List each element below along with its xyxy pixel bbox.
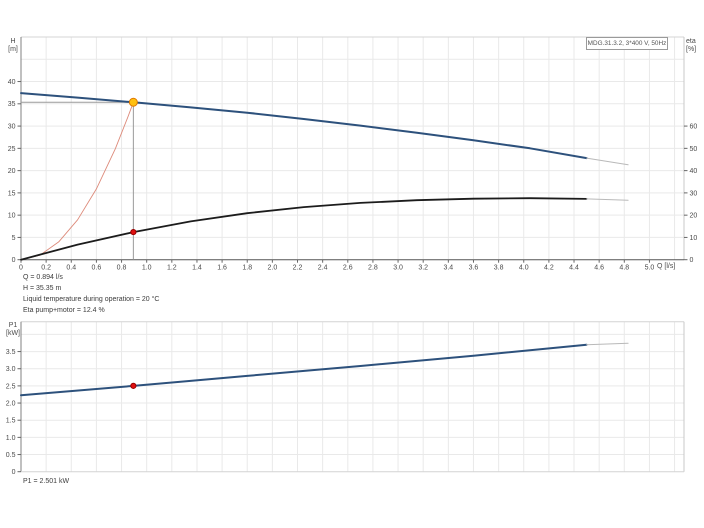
eta-axis-tick-label: 0 xyxy=(690,257,694,264)
x-axis-tick-label: 0 xyxy=(19,265,23,272)
x-axis-tick-label: 2.0 xyxy=(268,265,278,272)
liquid-temperature-annotation: Liquid temperature during operation = 20… xyxy=(23,296,160,303)
y-axis-tick-label: 1.5 xyxy=(6,418,16,425)
x-axis-tick-label: 5.0 xyxy=(645,265,655,272)
x-axis-tick-label: 3.0 xyxy=(393,265,403,272)
eta-axis-label-line1: eta xyxy=(686,38,696,45)
eta-axis-tick-label: 20 xyxy=(690,213,698,220)
y-axis-tick-label: 30 xyxy=(8,123,16,130)
eta-axis-tick-label: 60 xyxy=(690,123,698,130)
x-axis-tick-label: 2.2 xyxy=(293,265,303,272)
pump-curve xyxy=(20,92,588,160)
p1-axis-label-line2: [kW] xyxy=(6,330,20,337)
x-axis-tick-label: 0.2 xyxy=(41,265,51,272)
p1-curve-extension xyxy=(586,342,629,346)
pump-curve-extension xyxy=(586,157,629,166)
x-axis-tick-label: 3.4 xyxy=(443,265,453,272)
y-axis-tick-label: 25 xyxy=(8,146,16,153)
curve-title-box: MDG.31.3.2, 3*400 V, 50Hz xyxy=(586,37,668,50)
x-axis-tick-label: 3.2 xyxy=(418,265,428,272)
y-axis-tick-label: 2.0 xyxy=(6,400,16,407)
duty-p1-annotation: P1 = 2.501 kW xyxy=(23,478,70,485)
x-axis-tick-label: 2.8 xyxy=(368,265,378,272)
eta-annotation: Eta pump+motor = 12.4 % xyxy=(23,307,105,314)
x-axis-tick-label: 1.8 xyxy=(242,265,252,272)
y-axis-tick-label: 1.0 xyxy=(6,435,16,442)
x-axis-tick-label: 4.8 xyxy=(619,265,629,272)
duty-point-eta xyxy=(130,228,137,236)
x-axis-tick-label: 4.6 xyxy=(594,265,604,272)
duty-point-p1 xyxy=(130,382,137,389)
y-axis-tick-label: 2.5 xyxy=(6,383,16,390)
y-axis-tick-label: 0 xyxy=(12,257,16,264)
y-axis-tick-label: 0 xyxy=(12,469,16,476)
y-axis-tick-label: 20 xyxy=(8,168,16,175)
y-axis-tick-label: 3.0 xyxy=(6,366,16,373)
eta-axis-tick-label: 50 xyxy=(690,146,698,153)
x-axis-tick-label: 2.6 xyxy=(343,265,353,272)
x-axis-tick-label: 3.6 xyxy=(469,265,479,272)
p1-axis-label: P1 [kW] xyxy=(3,322,23,338)
eta-curve xyxy=(20,197,588,261)
y-axis-tick-label: 5 xyxy=(12,235,16,242)
y-axis-tick-label: 35 xyxy=(8,101,16,108)
x-axis-tick-label: 2.4 xyxy=(318,265,328,272)
x-axis-tick-label: 1.0 xyxy=(142,265,152,272)
h-axis-label-line2: [m] xyxy=(8,46,18,53)
h-axis-label-line1: H xyxy=(10,38,16,45)
y-axis-tick-label: 40 xyxy=(8,79,16,86)
x-axis-tick-label: 1.2 xyxy=(167,265,177,272)
y-axis-tick-label: 3.5 xyxy=(6,349,16,356)
x-axis-tick-label: 1.6 xyxy=(217,265,227,272)
eta-axis-label: eta [%] xyxy=(686,38,702,54)
eta-axis-tick-label: 10 xyxy=(690,235,698,242)
eta-axis-label-line2: [%] xyxy=(686,46,697,53)
x-axis-tick-label: 1.4 xyxy=(192,265,202,272)
eta-axis-tick-label: 30 xyxy=(690,190,698,197)
y-axis-tick-label: 0.5 xyxy=(6,452,16,459)
q-axis-label: Q [l/s] xyxy=(657,263,676,270)
duty-point-qh xyxy=(128,97,138,107)
y-axis-tick-label: 15 xyxy=(8,190,16,197)
p1-axis-label-line1: P1 xyxy=(8,322,18,329)
p1-curve xyxy=(20,343,588,397)
x-axis-tick-label: 4.0 xyxy=(519,265,529,272)
eta-curve-extension xyxy=(586,198,629,201)
x-axis-tick-label: 0.4 xyxy=(66,265,76,272)
x-axis-tick-label: 3.8 xyxy=(494,265,504,272)
eta-axis-tick-label: 40 xyxy=(690,168,698,175)
h-axis-label: H [m] xyxy=(4,38,22,54)
duty-q-annotation: Q = 0.894 l/s xyxy=(23,274,63,281)
duty-h-annotation: H = 35.35 m xyxy=(23,285,62,292)
y-axis-tick-label: 10 xyxy=(8,213,16,220)
x-axis-tick-label: 4.4 xyxy=(569,265,579,272)
x-axis-tick-label: 4.2 xyxy=(544,265,554,272)
x-axis-tick-label: 0.6 xyxy=(92,265,102,272)
x-axis-tick-label: 0.8 xyxy=(117,265,127,272)
